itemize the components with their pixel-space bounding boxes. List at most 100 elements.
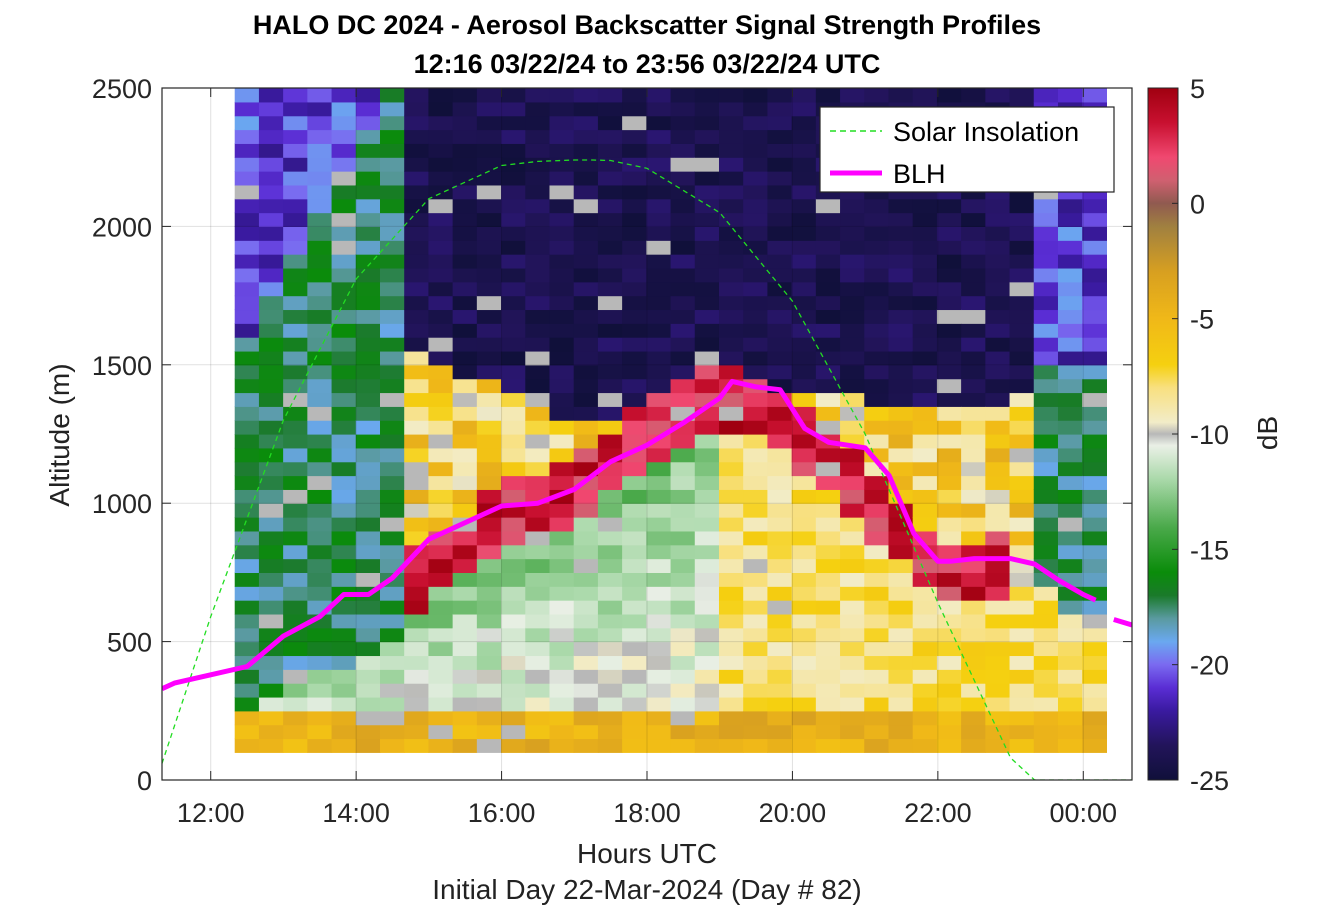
heatmap-cell [670, 696, 696, 712]
heatmap-cell [767, 226, 793, 241]
solar-insolation-line [162, 159, 1132, 780]
heatmap-cell [331, 115, 357, 131]
heatmap-cell [404, 157, 430, 172]
heatmap-cell [646, 281, 672, 297]
heatmap-cell [380, 669, 405, 684]
heatmap-cell [380, 295, 405, 311]
heatmap-cell [936, 724, 962, 740]
heatmap-cell [718, 710, 744, 726]
heatmap-cell [283, 129, 308, 144]
heatmap-cell [840, 240, 865, 255]
heatmap-cell [355, 378, 381, 394]
heatmap-cell [258, 364, 284, 380]
heatmap-cell [1082, 364, 1107, 380]
heatmap-cell [718, 724, 744, 740]
heatmap-cell [694, 461, 720, 477]
heatmap-cell [452, 323, 478, 338]
heatmap-cell [743, 364, 769, 380]
heatmap-cell [888, 309, 914, 324]
colorbar-label: dB [1252, 415, 1283, 451]
heatmap-cell [525, 434, 551, 449]
heatmap-cell [476, 586, 502, 601]
heatmap-cell [864, 267, 890, 283]
heatmap-cell [1057, 88, 1083, 103]
heatmap-cell [767, 655, 793, 670]
heatmap-cell [767, 517, 793, 532]
heatmap-cell [1057, 240, 1083, 255]
heatmap-cell [404, 240, 430, 255]
heatmap-cell [743, 655, 769, 670]
heatmap-cell [1033, 696, 1059, 712]
heatmap-cell [767, 184, 793, 200]
heatmap-cell [234, 392, 260, 407]
heatmap-cell [597, 710, 623, 726]
heatmap-cell [549, 683, 575, 698]
heatmap-cell [549, 378, 575, 394]
heatmap-cell [985, 364, 1011, 380]
heatmap-cell [1082, 503, 1107, 518]
heatmap-cell [622, 475, 647, 490]
heatmap-cell [670, 655, 696, 670]
heatmap-cell [985, 254, 1011, 269]
heatmap-cell [622, 101, 647, 117]
heatmap-cell [258, 198, 284, 214]
heatmap-cell [670, 517, 696, 532]
heatmap-cell [670, 572, 696, 587]
heatmap-cell [743, 88, 769, 103]
heatmap-cell [428, 461, 454, 477]
heatmap-cell [234, 295, 260, 311]
heatmap-cell [307, 696, 333, 712]
heatmap-cell [840, 669, 865, 684]
heatmap-cell [743, 627, 769, 643]
heatmap-cell [961, 254, 986, 269]
heatmap-cell [888, 669, 914, 684]
heatmap-cell [404, 171, 430, 186]
heatmap-cell [743, 240, 769, 255]
heatmap-cell [355, 710, 381, 726]
heatmap-cell [428, 406, 454, 421]
heatmap-cell [501, 281, 526, 297]
heatmap-cell [1082, 88, 1107, 103]
heatmap-cell [936, 420, 962, 435]
heatmap-cell [258, 558, 284, 573]
heatmap-cell [961, 475, 986, 490]
heatmap-cell [573, 710, 599, 726]
heatmap-cell [670, 267, 696, 283]
heatmap-cell [331, 350, 357, 366]
heatmap-cell [597, 101, 623, 117]
heatmap-cell [355, 724, 381, 740]
legend: Solar Insolation BLH [819, 106, 1115, 193]
heatmap-cell [622, 157, 647, 172]
heatmap-cell [428, 627, 454, 643]
heatmap-cell [283, 157, 308, 172]
heatmap-cell [573, 198, 599, 214]
heatmap-cell [258, 323, 284, 338]
heatmap-cell [355, 613, 381, 629]
heatmap-cell [380, 406, 405, 421]
heatmap-cell [525, 295, 551, 311]
heatmap-cell [597, 295, 623, 311]
heatmap-cell [307, 143, 333, 158]
heatmap-cell [864, 655, 890, 670]
heatmap-cell [549, 171, 575, 186]
heatmap-cell [549, 323, 575, 338]
y-axis-label: Altitude (m) [44, 363, 75, 507]
heatmap-cell [670, 129, 696, 144]
heatmap-cell [840, 350, 865, 366]
heatmap-cell [670, 613, 696, 629]
heatmap-cell [355, 157, 381, 172]
heatmap-cell [670, 683, 696, 698]
heatmap-cell [1082, 600, 1107, 615]
heatmap-cell [718, 350, 744, 366]
heatmap-cell [283, 212, 308, 227]
heatmap-cell [1057, 350, 1083, 366]
heatmap-cell [307, 281, 333, 297]
blh-line [162, 378, 1097, 691]
heatmap-cell [452, 309, 478, 324]
heatmap-cell [1082, 558, 1107, 573]
heatmap-cell [476, 157, 502, 172]
heatmap-cell [1009, 586, 1035, 601]
heatmap-cell [791, 337, 817, 352]
heatmap-cell [283, 586, 308, 601]
heatmap-cell [815, 267, 841, 283]
